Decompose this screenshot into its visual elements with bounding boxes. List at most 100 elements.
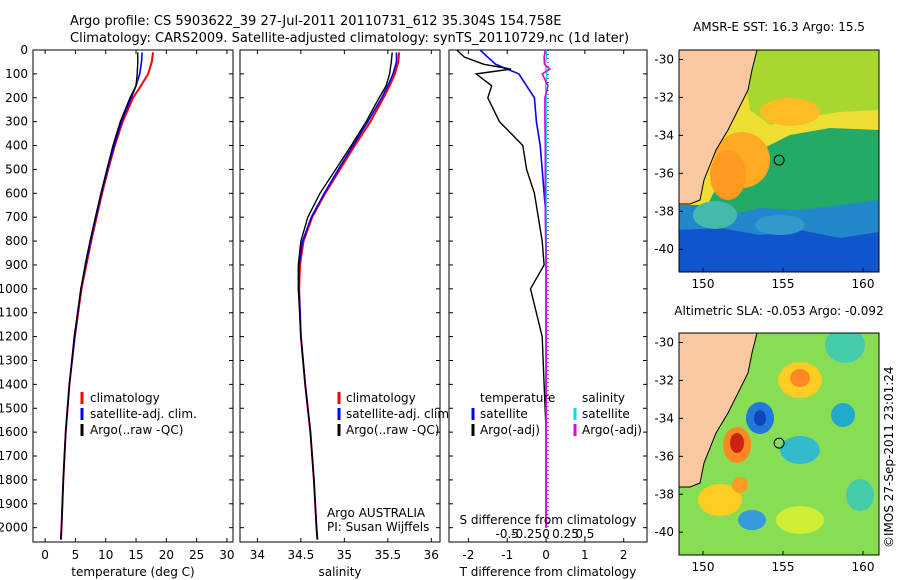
salinity-panel: 34 34.5 35 35.5 36 salinity climatology sate…	[239, 49, 453, 579]
y-tick-label: 300	[5, 115, 28, 129]
x-tick-label: 5	[72, 548, 80, 562]
sla-map-title: Altimetric SLA: -0.053 Argo: -0.092	[674, 304, 883, 318]
map-x-tick-label: 160	[852, 560, 875, 574]
salinity-diff-tick-label: 0	[542, 527, 550, 541]
legend-label: climatology	[346, 391, 416, 405]
difference-axes	[448, 49, 648, 543]
temperature-panel: 0100200300400500600700800900100011001200…	[0, 43, 235, 579]
x-tick-label: -2	[462, 548, 474, 562]
salinity-diff-tick-label: 0.5	[575, 527, 594, 541]
x-tick-label: 35.5	[374, 548, 401, 562]
x-tick-label: 2	[620, 548, 628, 562]
difference-panel: -2 -1 0 1 2 temperature salinity satellite A…	[448, 49, 648, 579]
map-y-tick-label: -30	[654, 52, 674, 66]
legend-label: satellite-adj. clim.	[90, 407, 197, 421]
legend-label: Argo(-adj)	[480, 423, 540, 437]
sla-map-frame	[678, 332, 880, 556]
y-tick-label: 1600	[0, 425, 28, 439]
y-tick-label: 1000	[0, 282, 28, 296]
sla-land	[679, 333, 757, 487]
salinity-diff-tick-label: -0.25	[511, 527, 542, 541]
legend-label: Argo(..raw -QC)	[346, 423, 439, 437]
legend-label: satellite-adj. clim.	[346, 407, 453, 421]
sst-map-frame	[678, 49, 880, 273]
map-x-tick-label: 155	[772, 560, 795, 574]
y-tick-label: 400	[5, 139, 28, 153]
y-tick-label: 1400	[0, 377, 28, 391]
y-tick-label: 2000	[0, 521, 28, 535]
salinity-xlabel: salinity	[318, 565, 361, 579]
temperature-diff-label: T difference from climatology	[459, 565, 637, 579]
x-tick-label: 34	[250, 548, 265, 562]
map-y-tick-label: -30	[654, 335, 674, 349]
x-tick-label: 34.5	[288, 548, 315, 562]
x-tick-label: 30	[219, 548, 234, 562]
x-tick-label: 1	[581, 548, 589, 562]
x-tick-label: 0	[542, 548, 550, 562]
imos-stamp: ©IMOS 27-Sep-2011 23:01:24	[882, 366, 896, 548]
sst-field	[679, 50, 879, 272]
map-x-tick-label: 160	[852, 277, 875, 291]
map-y-tick-label: -36	[654, 449, 674, 463]
y-tick-label: 0	[20, 43, 28, 57]
y-tick-label: 600	[5, 186, 28, 200]
legend-label: Argo(..raw -QC)	[90, 423, 183, 437]
annotation-pi: PI: Susan Wijffels	[327, 520, 429, 534]
series-line-salinity-argo-adj-	[541, 50, 552, 528]
annotation-institution: Argo AUSTRALIA	[327, 506, 426, 520]
sla-map-panel: Altimetric SLA: -0.053 Argo: -0.092 150 1…	[654, 304, 883, 574]
map-y-tick-label: -34	[654, 411, 674, 425]
salinity-legend: climatology satellite-adj. clim. Argo(..…	[337, 391, 453, 437]
argo-float-marker	[773, 437, 785, 449]
header-line2: Climatology: CARS2009. Satellite-adjuste…	[70, 31, 629, 46]
temperature-legend: climatology satellite-adj. clim. Argo(..…	[80, 391, 197, 437]
x-tick-label: 36	[424, 548, 439, 562]
map-y-tick-label: -38	[654, 487, 674, 501]
series-line-argo-raw-qc-	[297, 52, 393, 540]
legend-label: climatology	[90, 391, 160, 405]
map-y-tick-label: -34	[654, 128, 674, 142]
y-tick-label: 1200	[0, 330, 28, 344]
map-x-tick-label: 150	[692, 277, 715, 291]
salinity-axes	[239, 49, 441, 543]
salinity-diff-tick-label: -0.5	[496, 527, 519, 541]
sla-field	[679, 333, 879, 555]
x-tick-label: 20	[159, 548, 174, 562]
map-x-tick-label: 155	[772, 277, 795, 291]
x-tick-label: 10	[98, 548, 113, 562]
x-tick-label: 35	[337, 548, 352, 562]
legend-label: Argo(-adj)	[582, 423, 642, 437]
y-tick-label: 200	[5, 91, 28, 105]
argo-float-marker	[773, 154, 785, 166]
sst-land	[679, 50, 757, 204]
legend-label: satellite	[480, 407, 528, 421]
sla-coastline	[679, 333, 758, 488]
legend-header-salinity: salinity	[582, 391, 625, 405]
x-tick-label: 0	[41, 548, 49, 562]
y-tick-label: 1900	[0, 497, 28, 511]
x-tick-label: 25	[189, 548, 204, 562]
header-line1: Argo profile: CS 5903622_39 27-Jul-2011 …	[70, 14, 561, 29]
y-tick-label: 700	[5, 210, 28, 224]
y-tick-label: 800	[5, 234, 28, 248]
map-y-tick-label: -40	[654, 525, 674, 539]
map-x-tick-label: 150	[692, 560, 715, 574]
sst-map-title: AMSR-E SST: 16.3 Argo: 15.5	[693, 20, 865, 34]
salinity-diff-label: S difference from climatology	[460, 513, 637, 527]
y-tick-label: 1500	[0, 401, 28, 415]
map-y-tick-label: -36	[654, 166, 674, 180]
series-line-argo-raw-qc-	[60, 52, 139, 540]
legend-header-temperature: temperature	[480, 391, 555, 405]
series-line-temperature-argo-adj-	[456, 50, 547, 528]
y-tick-label: 500	[5, 162, 28, 176]
difference-legend: temperature salinity satellite Argo(-adj…	[471, 391, 642, 437]
map-y-tick-label: -32	[654, 90, 674, 104]
y-tick-label: 900	[5, 258, 28, 272]
y-tick-label: 1800	[0, 473, 28, 487]
x-tick-label: 15	[128, 548, 143, 562]
map-y-tick-label: -32	[654, 373, 674, 387]
y-tick-label: 1700	[0, 449, 28, 463]
sst-coastline	[679, 50, 758, 205]
y-tick-label: 100	[5, 67, 28, 81]
